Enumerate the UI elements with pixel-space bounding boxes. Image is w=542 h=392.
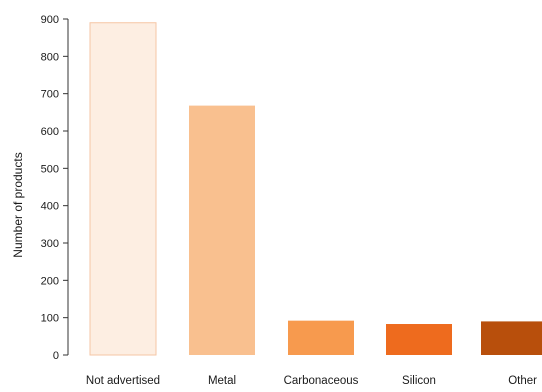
x-tick-label: Other (508, 375, 537, 387)
x-tick-label: Metal (208, 375, 236, 387)
y-tick-label: 100 (41, 313, 59, 325)
x-tick-label: Silicon (402, 375, 436, 387)
y-axis-title: Number of products (11, 152, 25, 257)
x-axis-labels: Not advertised Metal Carbonaceous Silicon Ot… (86, 375, 537, 387)
x-tick-label: Not advertised (86, 375, 160, 387)
bar-carbonaceous (288, 320, 354, 355)
y-axis: 0 100 200 300 400 500 600 700 800 900 (41, 14, 69, 362)
y-tick-label: 600 (41, 126, 59, 138)
bar-not-advertised (89, 22, 157, 356)
y-tick-label: 900 (41, 14, 59, 26)
y-tick-label: 800 (41, 51, 59, 63)
y-tick-label: 400 (41, 201, 59, 213)
bar-other (481, 321, 542, 355)
x-tick-label: Carbonaceous (284, 375, 359, 387)
bar-silicon (386, 324, 452, 355)
bars (89, 22, 542, 356)
y-tick-label: 700 (41, 89, 59, 101)
bar-metal (189, 105, 255, 355)
y-tick-label: 200 (41, 275, 59, 287)
y-tick-label: 0 (53, 350, 59, 362)
y-tick-label: 300 (41, 238, 59, 250)
y-tick-label: 500 (41, 163, 59, 175)
